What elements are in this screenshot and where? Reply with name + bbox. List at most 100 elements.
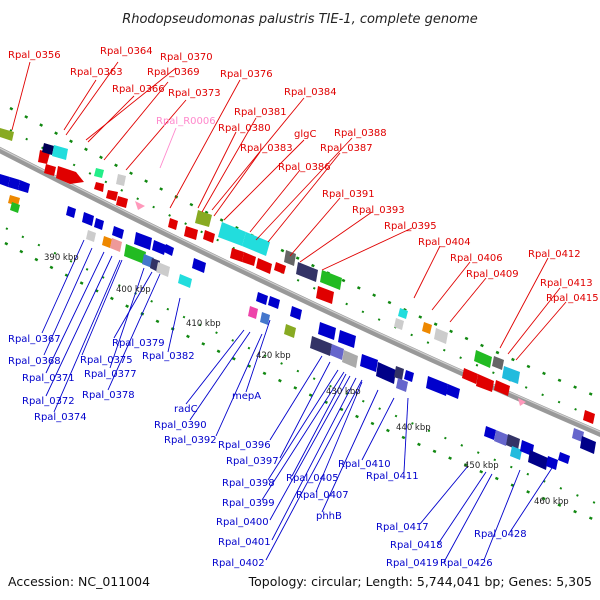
gene-label: Rpal_0412: [528, 249, 581, 260]
gene-box: [494, 430, 508, 446]
gene-label: Rpal_0415: [546, 293, 599, 304]
gene-arrow: [112, 226, 124, 239]
gene-arrow: [268, 296, 280, 309]
reverse-inner-track: [0, 224, 600, 506]
gene-label: Rpal_0380: [218, 123, 271, 134]
kbp-tick: 400 kbp: [116, 285, 151, 295]
gene-arrow: [484, 426, 496, 440]
gene-box: [218, 222, 246, 246]
gene-arrow: [94, 218, 104, 230]
gene-label: Rpal_0379: [112, 338, 165, 349]
gene-label: Rpal_0368: [8, 356, 61, 367]
gene-arrow: [0, 174, 10, 187]
gene-label: Rpal_0386: [278, 162, 331, 173]
gene-label: Rpal_0370: [160, 52, 213, 63]
forward-gene-labels: Rpal_0356 Rpal_0364 Rpal_0370 Rpal_0363 …: [8, 46, 599, 304]
gene-arrow: [18, 180, 30, 193]
gene-box: [8, 195, 20, 206]
top-label-leaders: [11, 61, 567, 361]
gene-box: [528, 450, 548, 470]
gene-box: [116, 174, 126, 186]
gene-box: [342, 350, 358, 368]
gene-label: Rpal_0410: [338, 459, 391, 470]
gene-label: mepA: [232, 391, 261, 402]
gene-arrow: [203, 230, 215, 243]
gene-arrow: [8, 177, 20, 190]
gene-arrow: [82, 212, 94, 226]
kbp-tick: 390 kbp: [44, 253, 79, 263]
gene-label: Rpal_0387: [320, 143, 373, 154]
gene-arrow: [290, 306, 302, 320]
gene-label: Rpal_0391: [322, 189, 375, 200]
gene-label: Rpal_0372: [22, 396, 75, 407]
gene-box: [474, 350, 492, 368]
gene-box: [284, 324, 296, 338]
gene-arrow: [274, 262, 286, 274]
kbp-tick: 440 kbp: [396, 423, 431, 433]
gene-arrow: [66, 206, 76, 218]
gene-arrow: [164, 244, 174, 256]
gene-label: radC: [174, 404, 198, 415]
gene-box: [422, 322, 432, 334]
rna-gene: [518, 398, 526, 406]
gene-arrow: [404, 370, 414, 382]
genome-backbone: [0, 146, 600, 437]
gene-label: Rpal_0396: [218, 440, 271, 451]
gene-label: Rpal_0356: [8, 50, 61, 61]
gene-label: Rpal_0409: [466, 269, 519, 280]
gene-label: Rpal_0399: [222, 498, 275, 509]
gene-label: Rpal_0373: [168, 88, 221, 99]
gene-label: Rpal_0393: [352, 205, 405, 216]
kbp-tick: 410 kbp: [186, 319, 221, 329]
topology-text: Topology: circular; Length: 5,744,041 bp…: [248, 574, 592, 589]
bottom-label-leaders: [41, 239, 553, 563]
gene-box: [0, 128, 14, 141]
gene-arrow: [184, 226, 198, 240]
gene-label: Rpal_0417: [376, 522, 429, 533]
gene-arrow: [256, 292, 268, 305]
gene-label: Rpal_0390: [154, 420, 207, 431]
gene-box: [510, 446, 522, 460]
gene-box: [502, 366, 520, 384]
gene-arrow: [242, 252, 256, 266]
gene-box: [260, 312, 270, 325]
gene-box: [242, 232, 270, 256]
kbp-tick: 450 kbp: [464, 461, 499, 471]
gene-arrow: [116, 196, 128, 208]
gene-label: Rpal_0375: [80, 355, 133, 366]
gene-arrow: [316, 286, 334, 304]
gene-arrow: [558, 452, 570, 464]
gene-box: [42, 143, 54, 155]
gene-box: [376, 362, 396, 384]
gene-box: [434, 328, 448, 344]
gene-arrow: [134, 232, 152, 250]
gene-label: glgC: [294, 129, 316, 140]
gene-box: [310, 336, 332, 356]
gene-box: [10, 202, 20, 213]
gene-label: Rpal_0404: [418, 237, 471, 248]
gene-arrow: [360, 354, 378, 372]
gene-box: [110, 238, 122, 252]
gene-arrow: [44, 164, 56, 176]
gene-box: [492, 356, 504, 370]
gene-arrow: [583, 410, 595, 424]
gene-label: Rpal_0428: [474, 529, 527, 540]
kbp-tick: 460 kbp: [534, 497, 569, 507]
gene-arrow: [476, 374, 494, 392]
gene-label: Rpal_0366: [112, 84, 165, 95]
gene-arrow: [494, 380, 510, 396]
kbp-tick: 420 kbp: [256, 351, 291, 361]
gene-arrow: [462, 368, 478, 384]
gene-label: Rpal_0384: [284, 87, 337, 98]
gene-label: Rpal_0413: [540, 278, 593, 289]
gene-label: Rpal_0407: [296, 490, 349, 501]
gene-label: Rpal_0381: [234, 107, 287, 118]
gene-label: Rpal_0418: [390, 540, 443, 551]
gene-arrow: [106, 190, 118, 201]
gene-label: Rpal_0426: [440, 558, 493, 569]
gene-label: Rpal_0398: [222, 478, 275, 489]
gene-box: [580, 436, 596, 454]
gene-arrow: [56, 166, 84, 184]
gene-box: [195, 210, 212, 227]
gene-arrow: [168, 218, 178, 230]
